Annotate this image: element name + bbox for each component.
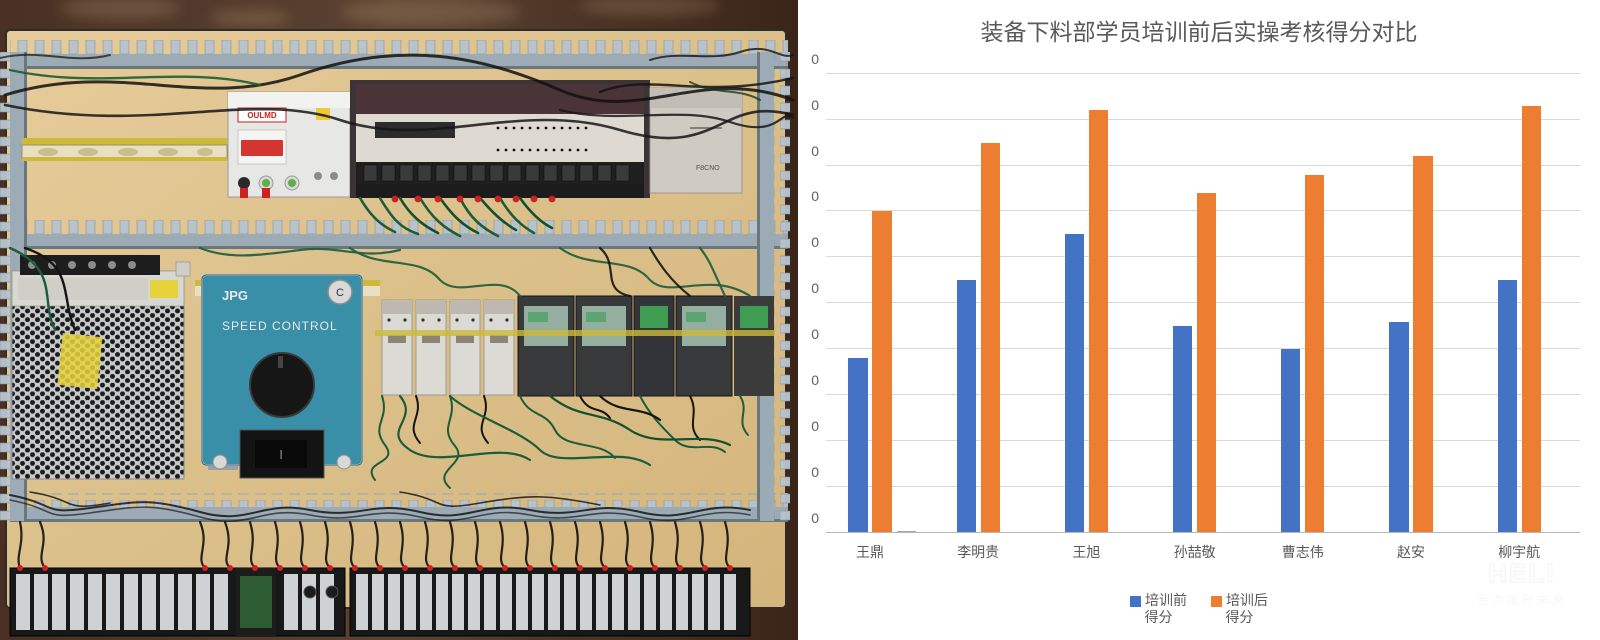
svg-text:JPG: JPG — [222, 288, 248, 303]
svg-text:C: C — [336, 287, 344, 299]
svg-text:F8CNO: F8CNO — [696, 165, 720, 172]
svg-text:SPEED CONTROL: SPEED CONTROL — [222, 319, 338, 333]
svg-text:I: I — [279, 447, 283, 462]
svg-text:合力提升未来: 合力提升未来 — [1477, 592, 1567, 607]
svg-text:HELI: HELI — [1488, 558, 1555, 588]
svg-text:OULMD: OULMD — [247, 111, 277, 120]
